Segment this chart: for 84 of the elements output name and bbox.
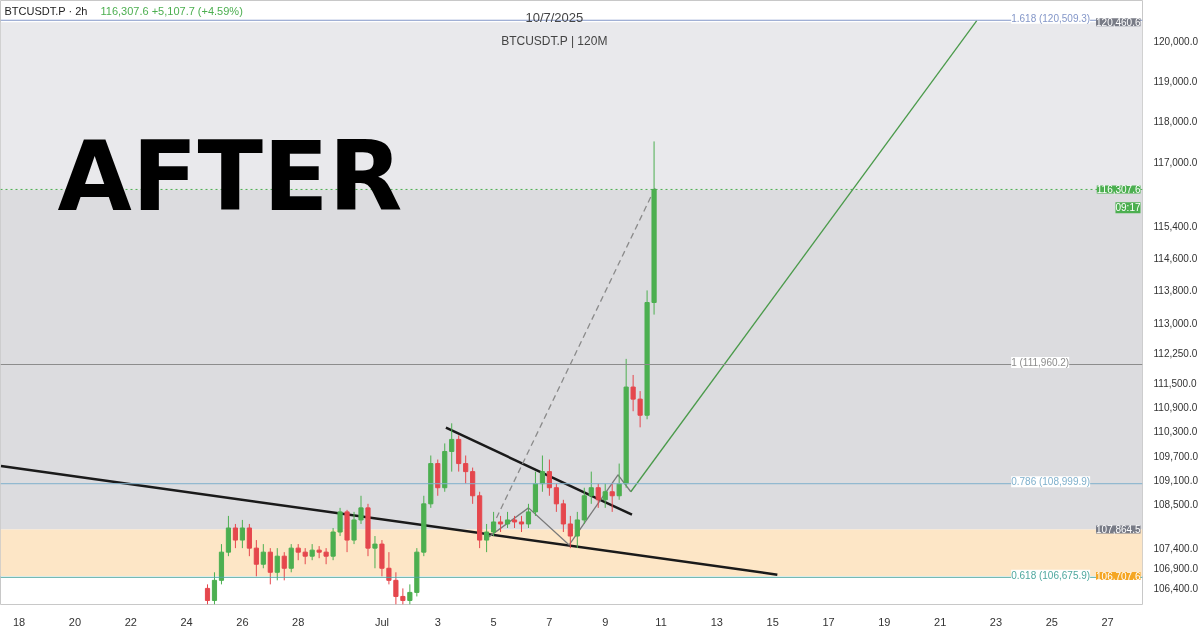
candlestick xyxy=(386,551,392,585)
x-tick-label: 15 xyxy=(766,615,779,628)
ref-line-label: 116,307.6 xyxy=(1096,184,1141,196)
candlestick xyxy=(232,523,239,549)
y-tick-label: 117,000.0 xyxy=(1153,156,1198,168)
candlestick xyxy=(260,543,266,569)
ref-line-label: 0.786 (108,999.9) xyxy=(1011,476,1091,488)
x-tick-label: 13 xyxy=(710,615,723,628)
x-tick-label: 26 xyxy=(236,615,249,628)
y-tick-label: 115,400.0 xyxy=(1153,220,1198,232)
x-tick-label: 23 xyxy=(989,615,1003,628)
candlestick xyxy=(253,539,259,577)
candlestick xyxy=(490,511,497,537)
x-tick-label: 21 xyxy=(934,615,947,628)
ref-line-label: 1 (111,960.2) xyxy=(1011,357,1070,368)
x-tick-label: 7 xyxy=(546,615,553,628)
candlestick xyxy=(574,511,580,549)
candlestick xyxy=(609,483,615,513)
candlestick xyxy=(560,499,566,533)
x-tick-label: Jul xyxy=(374,615,389,628)
annotation: AFTER xyxy=(57,121,403,234)
x-tick-label: 20 xyxy=(68,615,82,628)
x-tick-label: 5 xyxy=(490,615,497,628)
candlestick xyxy=(546,459,552,497)
annotation: BTCUSDT.P | 120M xyxy=(501,33,608,48)
candlestick xyxy=(351,511,357,545)
candlestick xyxy=(484,523,490,553)
y-tick-label: 110,900.0 xyxy=(1153,402,1198,414)
y-tick-label: 119,000.0 xyxy=(1153,76,1198,88)
candlestick xyxy=(288,543,294,573)
x-tick-label: 19 xyxy=(878,615,891,628)
candlestick xyxy=(525,503,532,529)
annotation: 120,460.6 xyxy=(1096,17,1141,29)
x-tick-label: 27 xyxy=(1101,615,1114,628)
annotation: 106,707.6 xyxy=(1096,571,1141,583)
candlestick xyxy=(616,463,622,501)
candlestick xyxy=(372,535,378,569)
y-tick-label: 111,500.0 xyxy=(1153,378,1197,390)
x-tick-label: 11 xyxy=(655,615,667,628)
x-tick-label: 22 xyxy=(124,615,137,628)
y-tick-label: 112,250.0 xyxy=(1153,347,1198,359)
x-tick-label: 24 xyxy=(180,615,193,628)
candlestick xyxy=(602,483,608,509)
y-tick-label: 108,500.0 xyxy=(1153,498,1199,510)
y-tick-label: 113,000.0 xyxy=(1153,317,1198,329)
y-tick-label: 118,000.0 xyxy=(1153,116,1198,128)
annotation: 107,864.5 xyxy=(1096,524,1141,536)
candlestick xyxy=(281,551,287,581)
candlestick xyxy=(553,483,559,513)
y-tick-label: 106,900.0 xyxy=(1153,563,1199,575)
chart-title: BTCUSDT.P · 2h xyxy=(4,4,88,17)
candlestick xyxy=(595,483,601,509)
y-tick-label: 113,800.0 xyxy=(1153,285,1198,297)
candlestick xyxy=(239,519,245,549)
candlestick xyxy=(274,547,280,581)
annotation: 09:17 xyxy=(1115,202,1141,214)
y-tick-label: 110,300.0 xyxy=(1153,426,1198,438)
candlestick xyxy=(246,523,252,557)
x-tick-label: 28 xyxy=(292,615,305,628)
y-tick-label: 107,400.0 xyxy=(1153,543,1199,555)
y-tick-label: 120,000.0 xyxy=(1153,35,1199,47)
ref-line-label: 0.618 (106,675.9) xyxy=(1011,569,1091,581)
candlestick xyxy=(588,471,594,505)
candlestick xyxy=(358,495,364,525)
annotation: 10/7/2025 xyxy=(525,9,584,25)
y-tick-label: 106,400.0 xyxy=(1153,583,1199,595)
candlestick xyxy=(267,547,273,585)
y-tick-label: 114,600.0 xyxy=(1153,253,1198,265)
x-tick-label: 17 xyxy=(822,615,835,628)
ref-line-label: 1.618 (120,509.3) xyxy=(1011,12,1091,24)
x-tick-label: 18 xyxy=(12,615,26,628)
candlestick xyxy=(337,507,343,537)
candlestick xyxy=(211,571,218,605)
x-tick-label: 25 xyxy=(1045,615,1058,628)
candlestick xyxy=(449,422,455,473)
x-tick-label: 3 xyxy=(434,615,441,628)
candlestick xyxy=(539,455,546,493)
candlestick xyxy=(204,583,211,605)
candlestick xyxy=(567,515,573,549)
candlestick xyxy=(463,455,469,485)
y-tick-label: 109,100.0 xyxy=(1153,474,1199,486)
x-tick-label: 9 xyxy=(602,615,609,628)
y-tick-label: 109,700.0 xyxy=(1153,450,1199,462)
chart-subtitle: 116,307.6 +5,107.7 (+4.59%) xyxy=(100,4,243,17)
